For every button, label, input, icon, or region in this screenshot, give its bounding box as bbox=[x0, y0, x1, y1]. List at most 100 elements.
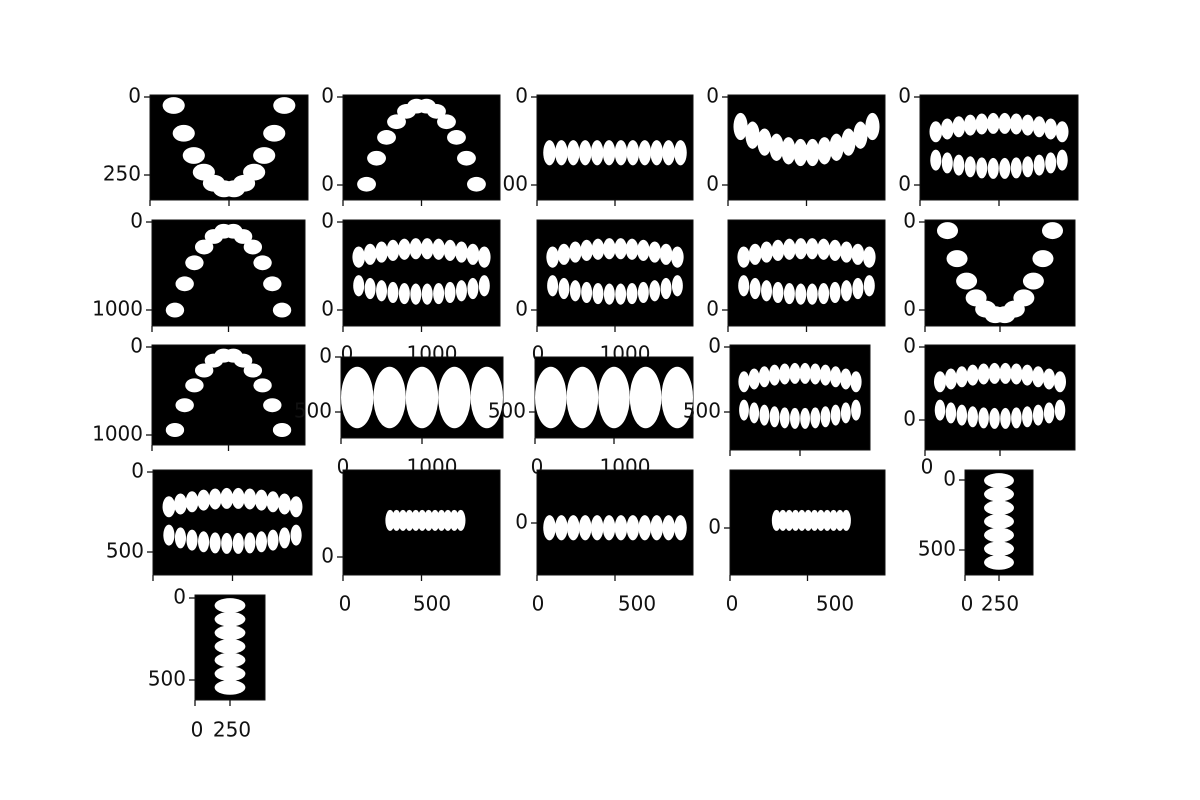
tooth-mask bbox=[163, 524, 175, 546]
tooth-mask bbox=[817, 238, 830, 260]
tooth-mask bbox=[649, 280, 661, 302]
tooth-mask bbox=[840, 280, 852, 302]
y-tick-label: 500 bbox=[683, 399, 721, 423]
tooth-mask bbox=[984, 541, 1014, 557]
x-tick-label: 500 bbox=[413, 592, 451, 616]
tooth-mask bbox=[432, 238, 445, 260]
tooth-mask bbox=[929, 121, 943, 143]
tooth-mask bbox=[197, 489, 210, 511]
tooth-mask bbox=[998, 112, 1012, 134]
y-tick-label: 500 bbox=[148, 667, 186, 691]
tooth-mask bbox=[290, 524, 302, 546]
tooth-mask bbox=[546, 246, 559, 268]
tooth-mask bbox=[1000, 407, 1011, 429]
tooth-mask bbox=[569, 280, 581, 302]
tooth-mask bbox=[444, 281, 456, 304]
tooth-mask bbox=[455, 241, 468, 263]
tooth-mask bbox=[737, 246, 750, 268]
y-tick-label: 0 bbox=[898, 172, 911, 196]
x-tick-label: 500 bbox=[816, 592, 854, 616]
tooth-mask bbox=[443, 239, 457, 261]
y-tick-label: 0 bbox=[173, 585, 186, 609]
tooth-mask bbox=[172, 124, 195, 142]
tooth-mask bbox=[567, 140, 580, 166]
tooth-mask bbox=[976, 157, 988, 179]
tooth-mask bbox=[263, 398, 282, 413]
tooth-mask bbox=[364, 277, 376, 300]
y-tick-label: 0 bbox=[706, 84, 719, 108]
tooth-mask bbox=[198, 531, 210, 553]
tooth-mask bbox=[629, 366, 662, 429]
tooth-mask bbox=[769, 406, 780, 428]
tooth-mask bbox=[1042, 222, 1063, 240]
tooth-mask bbox=[772, 281, 784, 304]
tooth-mask bbox=[174, 527, 187, 549]
tooth-mask bbox=[253, 255, 272, 271]
tooth-mask bbox=[840, 368, 852, 390]
y-tick-label: 0 bbox=[515, 297, 528, 321]
tooth-mask bbox=[421, 283, 433, 305]
tooth-mask bbox=[221, 532, 233, 554]
tooth-mask bbox=[243, 488, 257, 510]
y-tick-label: 0 bbox=[903, 334, 916, 358]
tooth-mask bbox=[580, 239, 593, 261]
tooth-mask bbox=[1010, 157, 1022, 179]
tooth-mask bbox=[398, 238, 411, 260]
tooth-mask bbox=[253, 147, 276, 164]
tooth-mask bbox=[863, 246, 876, 268]
tooth-mask bbox=[738, 275, 750, 297]
tooth-mask bbox=[748, 368, 760, 390]
tooth-mask bbox=[186, 529, 198, 551]
x-tick-label: 250 bbox=[213, 718, 251, 742]
y-tick-label: 0 bbox=[943, 467, 956, 491]
y-tick-label: 0 bbox=[515, 84, 528, 108]
tooth-mask bbox=[543, 515, 556, 541]
tooth-mask bbox=[1055, 121, 1069, 143]
tooth-mask bbox=[1033, 154, 1045, 176]
tooth-mask bbox=[984, 555, 1014, 570]
tooth-mask bbox=[174, 493, 187, 515]
tooth-mask bbox=[793, 138, 808, 167]
y-tick-label: 0 bbox=[321, 84, 334, 108]
tooth-mask bbox=[272, 302, 292, 318]
tooth-mask bbox=[455, 280, 467, 302]
y-tick-label: 500 bbox=[918, 537, 956, 561]
tooth-mask bbox=[626, 140, 640, 166]
x-tick-label: 0 bbox=[726, 592, 739, 616]
tooth-mask bbox=[555, 515, 568, 541]
tooth-mask bbox=[1043, 402, 1055, 424]
y-tick-label: 0 bbox=[708, 334, 721, 358]
tooth-mask bbox=[841, 128, 856, 156]
tooth-mask bbox=[946, 250, 968, 268]
tooth-mask bbox=[1032, 366, 1045, 388]
y-tick-label: 0 bbox=[898, 84, 911, 108]
tooth-mask bbox=[781, 137, 796, 165]
tooth-mask bbox=[817, 137, 832, 165]
tooth-mask bbox=[535, 366, 567, 429]
y-tick-label: 0 bbox=[708, 515, 721, 539]
tooth-mask bbox=[253, 378, 272, 393]
tooth-mask bbox=[602, 140, 616, 166]
y-tick-label: 0 bbox=[319, 344, 332, 368]
tooth-mask bbox=[263, 276, 282, 292]
tooth-mask bbox=[799, 362, 811, 384]
tooth-mask bbox=[966, 364, 979, 386]
tooth-mask bbox=[592, 282, 604, 305]
tooth-mask bbox=[789, 362, 801, 384]
tooth-mask bbox=[373, 366, 406, 429]
tooth-mask bbox=[850, 371, 862, 393]
tooth-mask bbox=[182, 147, 205, 164]
tooth-mask bbox=[733, 112, 748, 141]
image-panel bbox=[536, 219, 694, 327]
tooth-mask bbox=[1044, 118, 1058, 140]
tooth-mask bbox=[984, 527, 1014, 543]
y-tick-label: 0 bbox=[130, 334, 143, 358]
tooth-mask bbox=[209, 532, 221, 554]
tooth-mask bbox=[809, 363, 821, 385]
tooth-mask bbox=[977, 363, 990, 385]
tooth-mask bbox=[185, 491, 199, 513]
y-tick-label: 0 bbox=[321, 297, 334, 321]
tooth-mask bbox=[162, 97, 185, 114]
tooth-mask bbox=[456, 509, 466, 531]
